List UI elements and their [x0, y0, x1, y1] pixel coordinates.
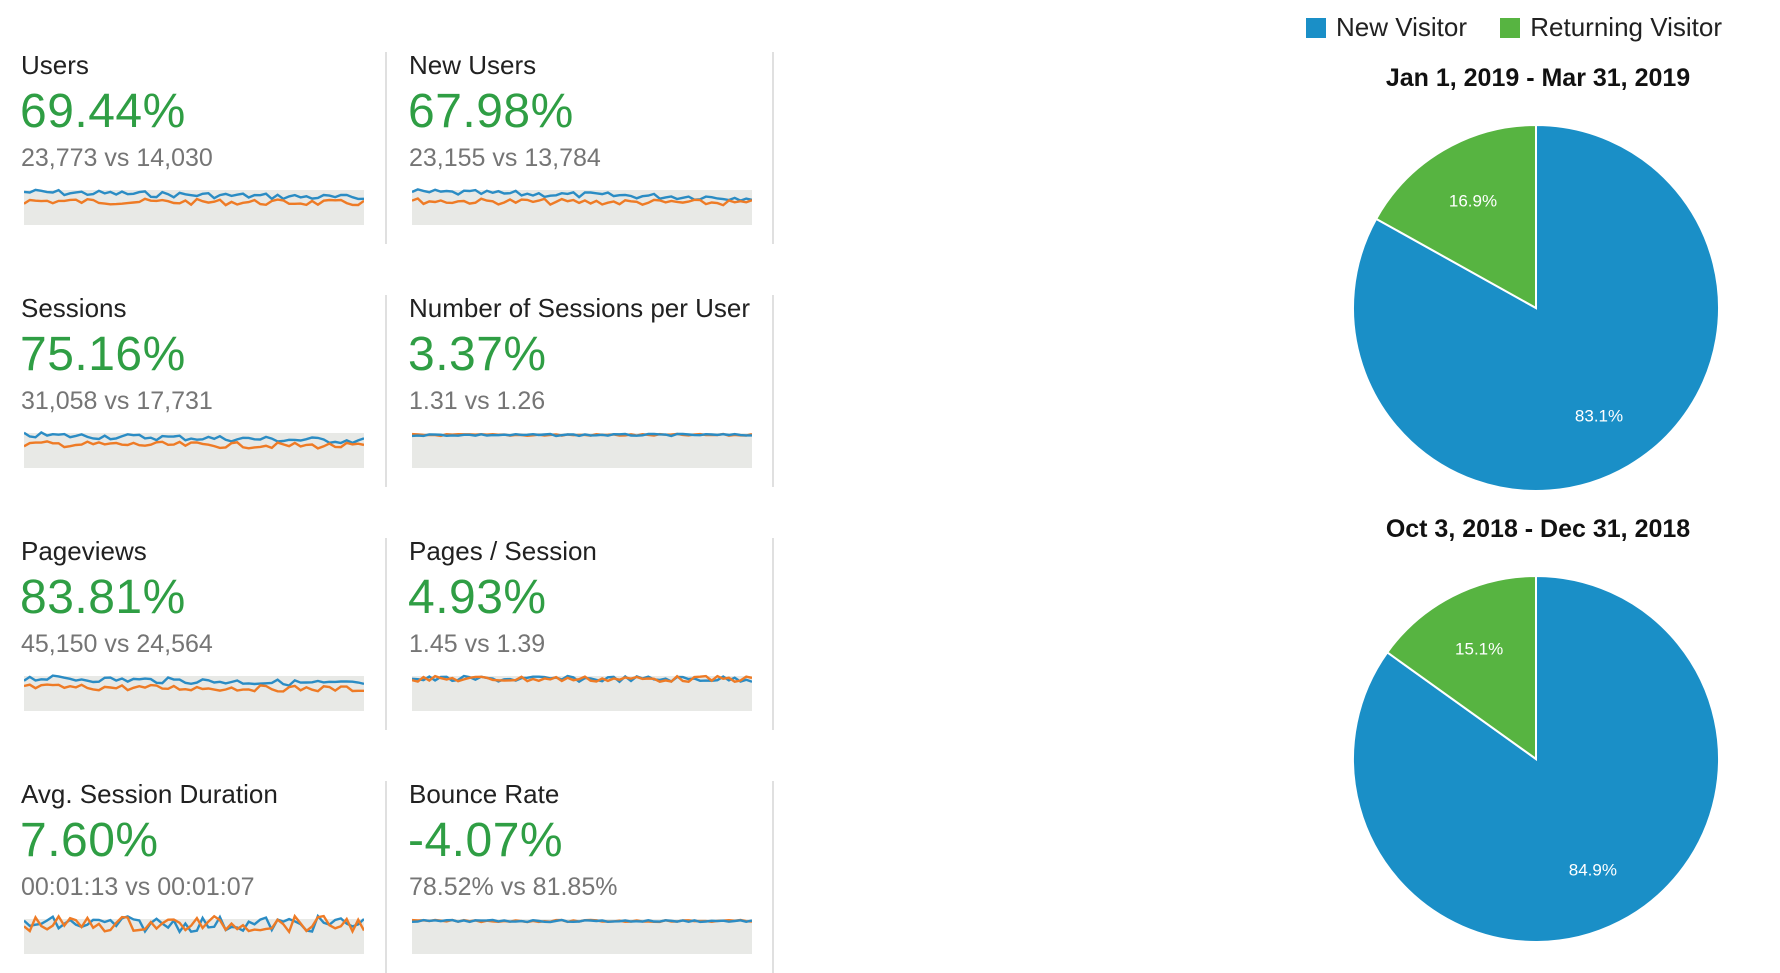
metric-label: Pages / Session	[409, 536, 597, 566]
metric-label: Pageviews	[21, 536, 147, 566]
metric-label: New Users	[409, 50, 537, 80]
metric-comparison: 23,155 vs 13,784	[409, 144, 601, 172]
pie-chart-previous[interactable]: 84.9% 15.1%	[1346, 569, 1726, 949]
metric-label: Number of Sessions per User	[409, 293, 751, 323]
sparkline-previous	[24, 440, 364, 450]
metric-comparison: 45,150 vs 24,564	[21, 630, 213, 658]
column-divider	[385, 781, 387, 973]
metric-change: 83.81%	[20, 571, 186, 624]
sparkline-previous	[24, 683, 364, 693]
pie-chart-current[interactable]: 83.1% 16.9%	[1346, 118, 1726, 498]
sparkline-background	[412, 919, 752, 954]
metric-comparison: 1.45 vs 1.39	[409, 630, 546, 658]
metric-comparison: 23,773 vs 14,030	[21, 144, 213, 172]
metric-label: Sessions	[21, 293, 127, 323]
sparkline	[24, 188, 364, 225]
column-divider	[772, 52, 774, 244]
pie-title-current: Jan 1, 2019 - Mar 31, 2019	[1385, 64, 1691, 92]
legend-item-returning-visitor[interactable]: Returning Visitor	[1500, 12, 1722, 43]
legend-swatch-new-visitor	[1306, 18, 1326, 38]
metric-label: Avg. Session Duration	[21, 779, 278, 809]
sparkline-current	[24, 674, 364, 687]
metric-change: 7.60%	[20, 814, 159, 867]
metric-comparison: 78.52% vs 81.85%	[409, 873, 618, 901]
sparkline	[412, 432, 752, 468]
sparkline-previous	[24, 913, 364, 935]
column-divider	[385, 295, 387, 487]
legend-swatch-returning-visitor	[1500, 18, 1521, 38]
sparkline-current	[412, 432, 752, 438]
sparkline-background	[412, 433, 752, 468]
metric-change: 4.93%	[408, 571, 547, 624]
metric-change: 67.98%	[408, 85, 574, 138]
metric-change: 3.37%	[408, 328, 547, 381]
pie-title-previous: Oct 3, 2018 - Dec 31, 2018	[1385, 515, 1691, 543]
sparkline-previous	[412, 674, 752, 684]
sparkline-previous	[412, 197, 752, 207]
column-divider	[385, 52, 387, 244]
pie-legend: New Visitor Returning Visitor	[1306, 12, 1748, 43]
sparkline	[412, 674, 752, 711]
metric-change: 69.44%	[20, 85, 186, 138]
metric-change: -4.07%	[408, 814, 564, 867]
metric-label: Users	[21, 50, 89, 80]
sparkline-background	[412, 676, 752, 711]
pie-data-label: 83.1%	[1575, 406, 1623, 425]
pie-data-label: 15.1%	[1455, 639, 1503, 658]
pie-slice-returning-visitor[interactable]	[1385, 574, 1537, 761]
metric-comparison: 00:01:13 vs 00:01:07	[21, 873, 255, 901]
pie-data-label: 16.9%	[1449, 192, 1497, 211]
legend-label: New Visitor	[1336, 12, 1468, 42]
metric-label: Bounce Rate	[409, 779, 560, 809]
column-divider	[385, 538, 387, 730]
sparkline-current	[412, 918, 752, 924]
sparkline	[24, 913, 364, 954]
metric-comparison: 31,058 vs 17,731	[21, 387, 213, 415]
sparkline	[412, 918, 752, 954]
metric-comparison: 1.31 vs 1.26	[409, 387, 546, 415]
metric-change: 75.16%	[20, 328, 186, 381]
column-divider	[772, 781, 774, 973]
legend-item-new-visitor[interactable]: New Visitor	[1306, 12, 1467, 43]
column-divider	[772, 538, 774, 730]
pie-slice-returning-visitor[interactable]	[1374, 123, 1537, 310]
sparkline	[24, 431, 364, 468]
sparkline-current	[24, 188, 364, 201]
pie-data-label: 84.9%	[1569, 861, 1617, 880]
sparkline-current	[24, 431, 364, 445]
sparkline	[412, 188, 752, 225]
sparkline	[24, 674, 364, 711]
legend-label: Returning Visitor	[1530, 12, 1722, 42]
column-divider	[772, 295, 774, 487]
metrics-grid: Users 69.44% 23,773 vs 14,030 New Users …	[0, 0, 800, 973]
sparkline-previous	[24, 197, 364, 207]
